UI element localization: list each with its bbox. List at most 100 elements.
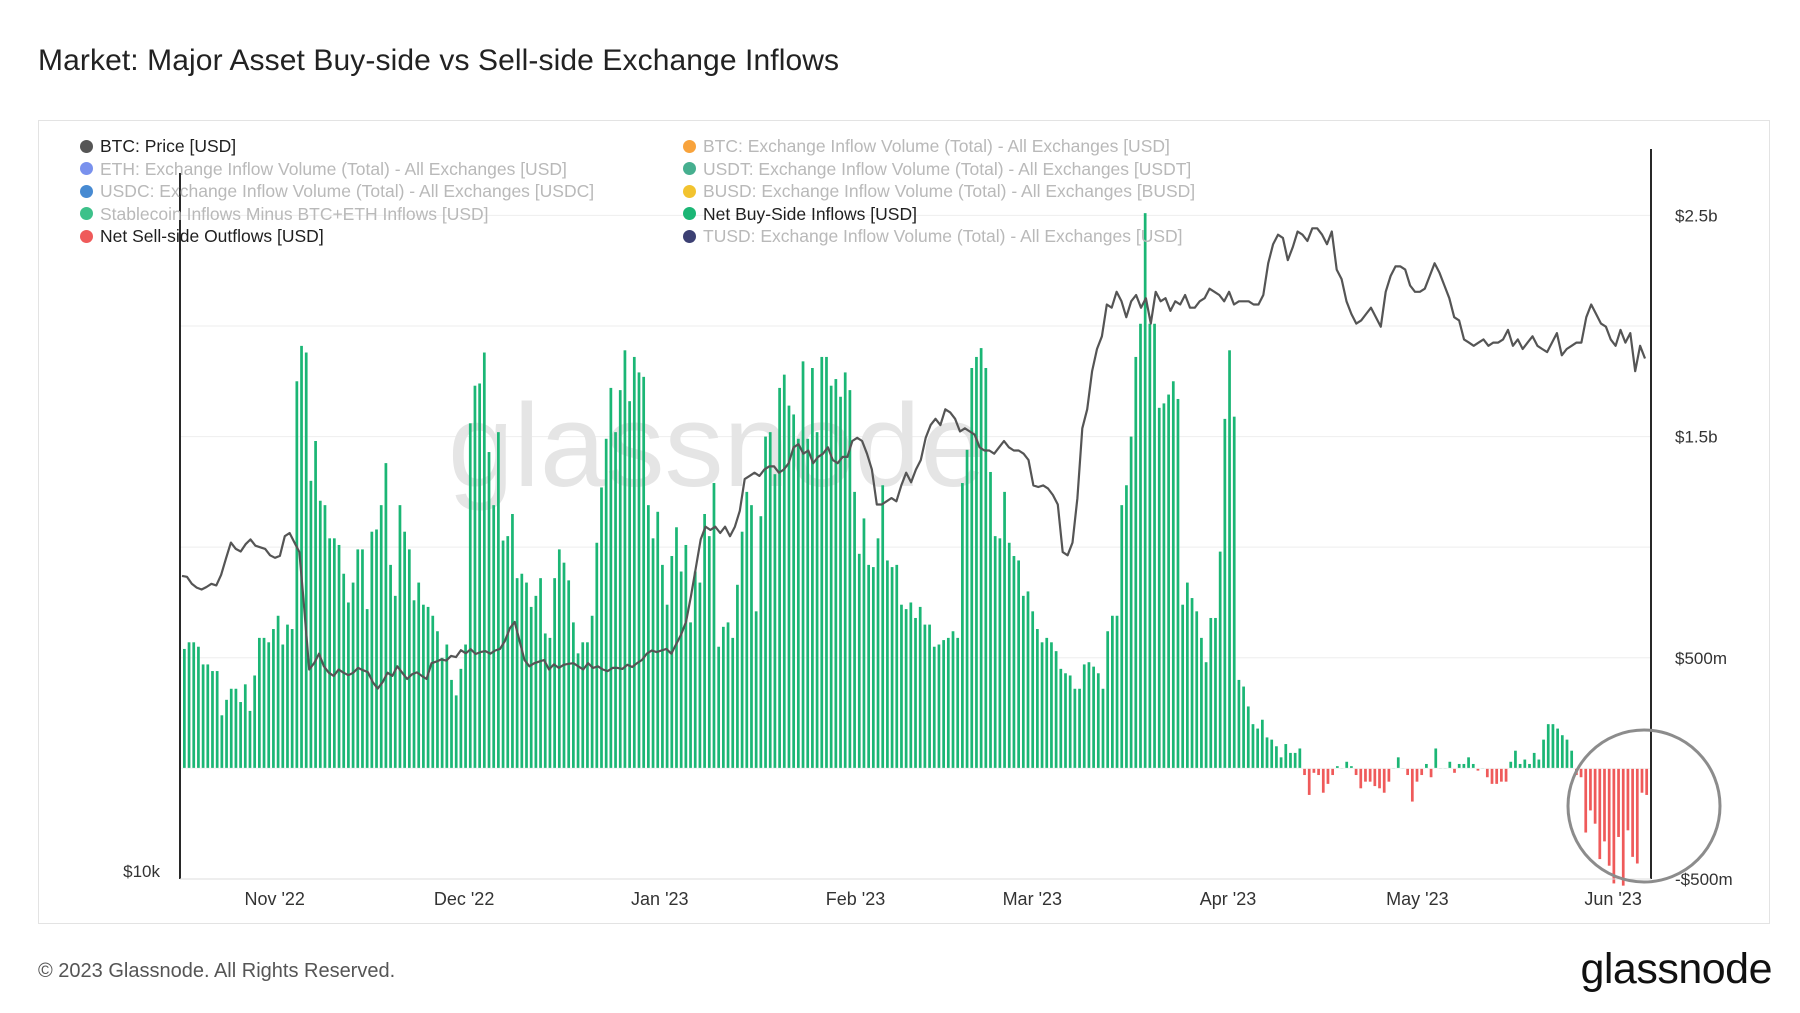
buy-bar bbox=[707, 536, 711, 769]
buy-bar bbox=[1509, 761, 1513, 769]
sell-bar bbox=[1495, 768, 1499, 784]
sell-bar bbox=[1378, 768, 1381, 789]
buy-bar bbox=[478, 383, 481, 769]
buy-bar bbox=[661, 564, 664, 769]
sell-bar bbox=[1312, 768, 1316, 773]
buy-bar bbox=[1050, 642, 1053, 769]
legend-item-right-2[interactable]: BUSD: Exchange Inflow Volume (Total) - A… bbox=[683, 180, 1195, 203]
buy-bar bbox=[642, 376, 646, 769]
legend-dot-icon bbox=[80, 162, 93, 176]
buy-bar bbox=[243, 684, 247, 769]
buy-bar bbox=[1162, 403, 1166, 769]
buy-bar bbox=[220, 715, 224, 769]
buy-bar bbox=[1190, 598, 1194, 769]
buy-bar bbox=[211, 671, 214, 769]
buy-bar bbox=[1279, 757, 1283, 769]
buy-bar bbox=[1232, 416, 1236, 769]
buy-bar bbox=[1467, 757, 1470, 769]
buy-bar bbox=[1350, 766, 1353, 769]
btc-price-line bbox=[181, 227, 1647, 690]
buy-bar bbox=[604, 438, 608, 769]
buy-bar bbox=[745, 491, 749, 769]
buy-bar bbox=[576, 653, 580, 769]
buy-bar bbox=[276, 615, 280, 769]
buy-bar bbox=[206, 664, 210, 769]
buy-bar bbox=[834, 379, 838, 769]
sell-bar bbox=[1584, 768, 1588, 833]
glassnode-logo[interactable]: glassnode bbox=[1580, 945, 1772, 993]
buy-bar bbox=[1523, 759, 1527, 769]
buy-bar bbox=[843, 372, 847, 769]
x-tick-label: Jun '23 bbox=[1584, 889, 1641, 909]
legend-item-left-4[interactable]: Net Sell-side Outflows [USD] bbox=[80, 225, 594, 248]
buy-bar bbox=[553, 578, 556, 769]
buy-bar bbox=[829, 385, 833, 769]
buy-bar bbox=[548, 637, 552, 769]
buy-bar bbox=[567, 580, 571, 769]
legend-label: BUSD: Exchange Inflow Volume (Total) - A… bbox=[703, 181, 1196, 201]
sell-bar bbox=[1476, 768, 1480, 771]
buy-bar bbox=[1157, 407, 1161, 769]
buy-bar bbox=[1125, 485, 1128, 769]
buy-bar bbox=[1054, 651, 1058, 769]
buy-bar bbox=[928, 624, 931, 769]
buy-bar bbox=[1551, 724, 1555, 769]
buy-bar bbox=[586, 642, 589, 769]
sell-bar bbox=[1617, 768, 1620, 837]
sell-bar bbox=[1373, 768, 1377, 787]
buy-bar bbox=[515, 578, 519, 769]
buy-bar bbox=[314, 441, 317, 769]
buy-bar bbox=[1537, 759, 1541, 769]
buy-bar bbox=[1396, 757, 1400, 769]
buy-bar bbox=[684, 544, 688, 769]
legend-item-right-1[interactable]: USDT: Exchange Inflow Volume (Total) - A… bbox=[683, 158, 1195, 181]
buy-bar bbox=[347, 602, 350, 769]
buy-bar bbox=[647, 505, 650, 769]
legend-item-right-0[interactable]: BTC: Exchange Inflow Volume (Total) - Al… bbox=[683, 135, 1195, 158]
buy-bar bbox=[778, 387, 781, 769]
buy-bar bbox=[520, 573, 524, 769]
buy-bar bbox=[450, 679, 453, 769]
buy-bar bbox=[464, 644, 467, 769]
buy-bar bbox=[281, 644, 285, 769]
buy-bar bbox=[961, 483, 964, 769]
buy-bar bbox=[1153, 323, 1156, 769]
x-tick-label: Mar '23 bbox=[1003, 889, 1062, 909]
buy-bar bbox=[1256, 728, 1260, 769]
buy-bar bbox=[1246, 706, 1250, 769]
buy-bar bbox=[679, 571, 683, 769]
buy-bar bbox=[539, 578, 542, 769]
buy-bar bbox=[1171, 381, 1175, 769]
legend-item-left-0[interactable]: BTC: Price [USD] bbox=[80, 135, 594, 158]
buy-bar bbox=[1570, 750, 1574, 769]
buy-bar bbox=[796, 438, 800, 769]
axes-layer bbox=[179, 149, 1652, 880]
legend-item-right-3[interactable]: Net Buy-Side Inflows [USD] bbox=[683, 203, 1195, 226]
buy-bar bbox=[1214, 617, 1217, 769]
buy-bar bbox=[1462, 763, 1466, 769]
buy-bar bbox=[923, 624, 927, 769]
buy-bar bbox=[759, 516, 763, 769]
sell-bar bbox=[1303, 768, 1306, 776]
sell-bar bbox=[1645, 768, 1649, 795]
buy-bar bbox=[370, 531, 374, 769]
legend-item-left-3[interactable]: Stablecoin Inflows Minus BTC+ETH Inflows… bbox=[80, 203, 594, 226]
buy-bar bbox=[1068, 675, 1072, 769]
buy-bar bbox=[881, 485, 885, 769]
sell-bar bbox=[1382, 768, 1386, 793]
buy-bar bbox=[726, 622, 730, 769]
legend-item-left-2[interactable]: USDC: Exchange Inflow Volume (Total) - A… bbox=[80, 180, 594, 203]
buy-bar bbox=[1031, 611, 1035, 769]
buy-bar bbox=[525, 582, 528, 769]
buy-bar bbox=[1518, 763, 1522, 769]
legend-item-left-1[interactable]: ETH: Exchange Inflow Volume (Total) - Al… bbox=[80, 158, 594, 181]
sell-bar bbox=[1598, 768, 1602, 860]
sell-bar bbox=[1607, 768, 1611, 866]
buy-bar bbox=[1345, 761, 1349, 769]
legend-item-right-4[interactable]: TUSD: Exchange Inflow Volume (Total) - A… bbox=[683, 225, 1195, 248]
sell-bar bbox=[1589, 768, 1592, 811]
buy-bar bbox=[1560, 735, 1564, 769]
buy-bar bbox=[665, 604, 669, 769]
buy-bar bbox=[1260, 719, 1264, 769]
buy-bar bbox=[717, 646, 721, 769]
